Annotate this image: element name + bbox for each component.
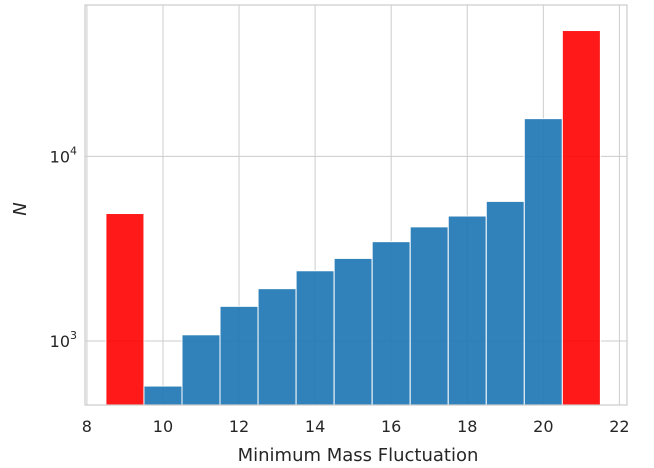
histogram-bar <box>371 241 411 406</box>
x-tick-label: 20 <box>533 417 553 436</box>
histogram-bar <box>333 257 373 406</box>
histogram-bar <box>143 385 183 406</box>
x-tick-label: 10 <box>153 417 173 436</box>
x-tick-label: 16 <box>381 417 401 436</box>
x-tick-labels: 8 10 12 14 16 18 20 22 <box>82 417 630 436</box>
histogram-bar <box>409 226 449 406</box>
y-tick-label: 103 <box>50 329 77 351</box>
histogram-bar <box>181 334 221 406</box>
x-axis-label: Minimum Mass Fluctuation <box>238 445 479 466</box>
y-tick-labels: 103 104 <box>50 144 77 351</box>
x-tick-label: 8 <box>82 417 92 436</box>
x-tick-label: 22 <box>609 417 629 436</box>
histogram-bar <box>295 270 335 406</box>
plot-frame <box>84 4 628 406</box>
y-axis-label: N <box>10 202 31 215</box>
x-tick-label: 12 <box>229 417 249 436</box>
histogram-bar <box>105 213 145 406</box>
y-tick-label: 104 <box>50 144 77 166</box>
histogram-bar <box>447 215 487 406</box>
histogram-bar <box>523 118 563 406</box>
histogram-bars <box>105 30 601 406</box>
histogram-bar <box>257 288 297 406</box>
x-tick-label: 14 <box>305 417 325 436</box>
histogram-bar <box>485 200 525 406</box>
histogram-bar <box>561 30 601 406</box>
x-tick-label: 18 <box>457 417 477 436</box>
histogram-bar <box>219 305 259 406</box>
